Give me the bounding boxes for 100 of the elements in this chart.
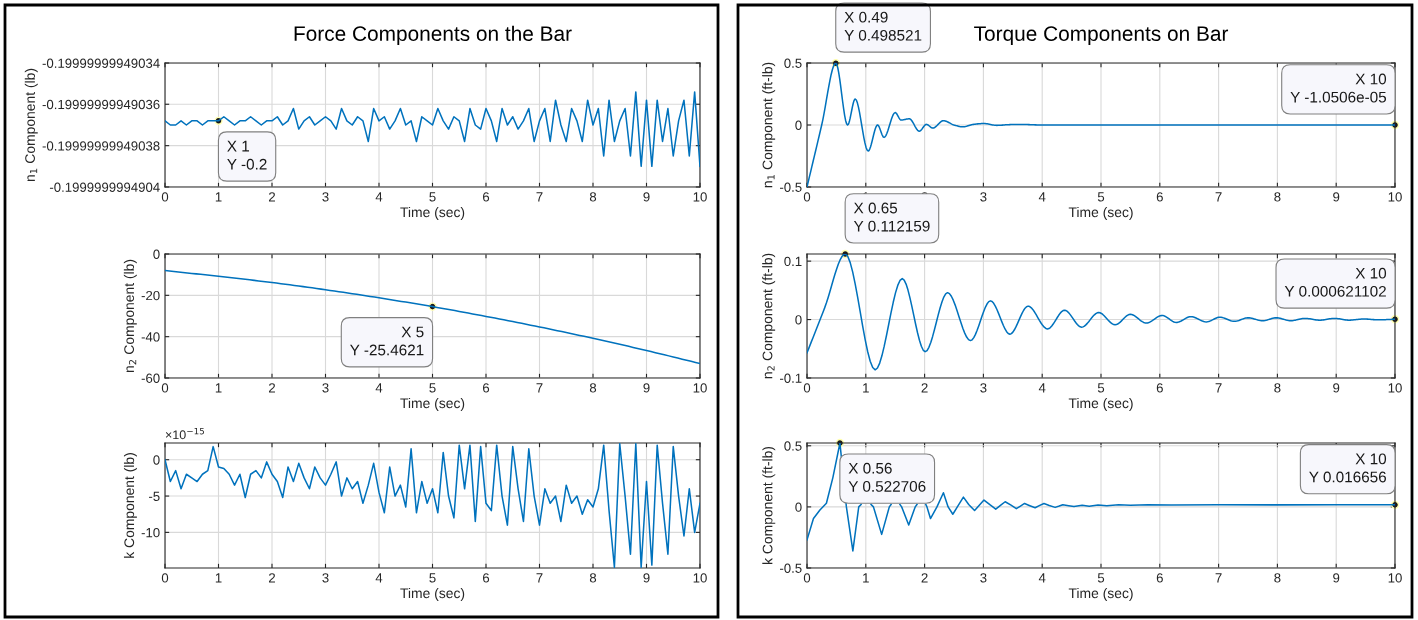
text: ×10$^{−15}$ <box>165 427 205 440</box>
y-tick-label: 0.1 <box>784 256 802 267</box>
y-axis-title: n$_{2}$ Component (lb) <box>123 259 137 373</box>
y-axis-title: n$_{1}$ Component (ft-lb) <box>762 62 776 188</box>
y-tick-label: 0 <box>795 315 802 325</box>
y-tick-label: 0 <box>153 249 160 259</box>
x-tick-label: 4 <box>375 383 383 393</box>
y-axis-title: n$_{2}$ Component (ft-lb) <box>762 253 776 379</box>
y-tick-label: -0.1 <box>779 373 802 383</box>
x-tick-label: 3 <box>980 573 987 583</box>
x-tick-label: 8 <box>1274 383 1281 393</box>
x-tick-label: 10 <box>1388 383 1402 393</box>
x-tick-label: 7 <box>536 192 543 202</box>
x-tick-label: 5 <box>429 192 436 202</box>
x-tick-label: 9 <box>643 192 650 202</box>
x-tick-label: 7 <box>1215 192 1222 202</box>
x-tick-label: 9 <box>1333 383 1340 393</box>
x-tick-label: 9 <box>643 383 650 393</box>
x-tick-label: 6 <box>483 573 490 583</box>
y-tick-label: -0.5 <box>779 182 802 192</box>
x-tick-label: 3 <box>980 192 987 202</box>
x-tick-label: 2 <box>921 573 928 583</box>
annotation: X 0.49 Y 0.498521 <box>844 11 922 41</box>
x-tick-label: 6 <box>483 192 490 202</box>
y-tick-label: -10 <box>141 527 160 538</box>
x-axis-title: Time (sec) <box>400 587 465 601</box>
annotation: X 1 Y -0.2 <box>227 140 267 170</box>
x-tick-label: 5 <box>1097 192 1105 202</box>
x-tick-label: 0 <box>161 383 169 393</box>
y-tick-label: -0.19999999949034 <box>42 58 160 68</box>
x-tick-label: 2 <box>921 383 928 393</box>
x-tick-label: 4 <box>1038 383 1046 393</box>
x-axis-title: Time (sec) <box>1068 397 1133 411</box>
annotation: X 5 Y -25.4621 <box>350 326 424 356</box>
x-tick-label: 0 <box>803 573 811 583</box>
annotation: X 10 Y 0.016656 <box>1309 453 1387 483</box>
x-tick-label: 6 <box>483 383 490 393</box>
x-tick-label: 0 <box>161 573 169 583</box>
y-tick-label: -5 <box>148 491 160 501</box>
x-tick-label: 0 <box>161 192 169 202</box>
x-tick-label: 10 <box>693 192 707 202</box>
x-tick-label: 1 <box>215 383 222 393</box>
y-tick-label: 0.5 <box>784 441 802 451</box>
x-tick-label: 9 <box>1333 192 1340 202</box>
x-tick-label: 4 <box>375 573 383 583</box>
annotation: X 10 Y -1.0506e-05 <box>1290 73 1387 103</box>
y-tick-label: -0.1999999994904 <box>49 182 160 192</box>
y-tick-label: 0 <box>153 455 160 465</box>
annotation: X 0.56 Y 0.522706 <box>848 462 926 492</box>
chart-title: Force Components on the Bar <box>294 25 572 46</box>
x-axis-title: Time (sec) <box>400 206 465 220</box>
y-tick-label: 0 <box>795 120 802 130</box>
y-tick-label: -60 <box>141 373 160 383</box>
x-tick-label: 1 <box>863 573 869 583</box>
x-tick-label: 9 <box>643 573 650 583</box>
x-tick-label: 7 <box>1215 573 1222 583</box>
x-tick-label: 10 <box>693 573 707 583</box>
x-axis-title: Time (sec) <box>1068 206 1133 220</box>
y-tick-label: 0 <box>795 502 802 512</box>
annotation: X 10 Y 0.000621102 <box>1284 267 1387 297</box>
x-tick-label: 3 <box>322 573 329 583</box>
x-tick-label: 5 <box>429 383 436 393</box>
x-tick-label: 7 <box>1215 383 1222 393</box>
x-tick-label: 10 <box>693 383 707 393</box>
x-tick-label: 4 <box>1038 573 1046 583</box>
x-tick-label: 8 <box>1274 573 1281 583</box>
x-tick-label: 8 <box>589 573 597 583</box>
y-axis-title: n$_{1}$ Component (lb) <box>24 68 38 182</box>
x-tick-label: 3 <box>322 383 329 393</box>
y-tick-label: -0.5 <box>779 563 802 573</box>
x-tick-label: 10 <box>1388 573 1402 583</box>
y-tick-label: 0.5 <box>784 58 802 68</box>
x-tick-label: 0 <box>803 383 811 393</box>
x-tick-label: 10 <box>1388 192 1402 202</box>
x-tick-label: 3 <box>980 383 987 393</box>
x-tick-label: 7 <box>536 573 543 583</box>
x-tick-label: 6 <box>1156 192 1163 202</box>
x-tick-label: 5 <box>1097 573 1105 583</box>
x-tick-label: 2 <box>269 573 276 583</box>
x-tick-label: 4 <box>375 192 383 202</box>
x-tick-label: 5 <box>1097 383 1105 393</box>
annotation: X 0.65 Y 0.112159 <box>853 202 930 232</box>
x-tick-label: 0 <box>803 192 811 202</box>
y-axis-title: k Component (ft-lb) <box>762 446 776 564</box>
x-tick-label: 5 <box>429 573 436 583</box>
y-tick-label: -0.19999999949038 <box>42 141 160 151</box>
x-tick-label: 3 <box>322 192 329 202</box>
line-series <box>165 443 700 568</box>
chart-title: Torque Components on Bar <box>974 26 1229 46</box>
x-tick-label: 8 <box>589 192 597 202</box>
x-tick-label: 8 <box>589 383 597 393</box>
y-tick-label: -20 <box>141 290 160 301</box>
x-tick-label: 4 <box>1038 192 1046 202</box>
x-tick-label: 1 <box>215 573 222 583</box>
x-tick-label: 6 <box>1156 573 1163 583</box>
x-tick-label: 1 <box>215 192 222 202</box>
x-axis-title: Time (sec) <box>400 397 465 411</box>
x-tick-label: 9 <box>1333 573 1340 583</box>
x-tick-label: 7 <box>536 383 543 393</box>
y-tick-label: -40 <box>141 332 160 342</box>
